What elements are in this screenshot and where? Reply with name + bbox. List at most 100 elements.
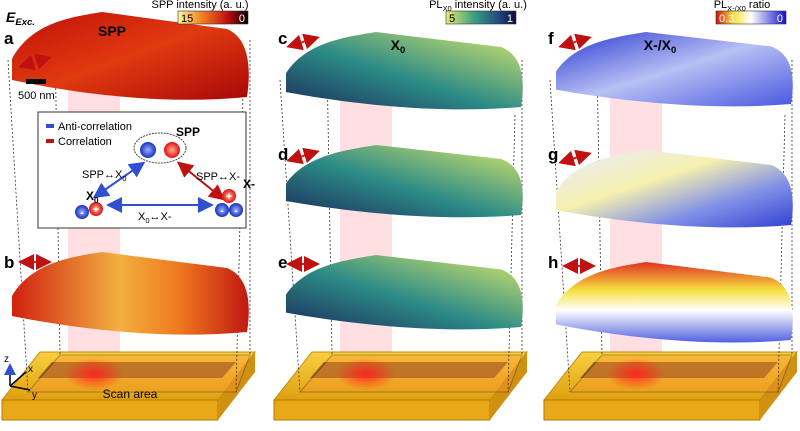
guide-line <box>279 79 301 393</box>
colorbar-right: 0 <box>239 13 245 25</box>
colorbar-left: 5 <box>449 13 455 25</box>
column-title: X-/X0 <box>644 37 677 56</box>
charge <box>222 189 236 203</box>
panel-label: g <box>548 145 558 164</box>
axis-label: y <box>32 390 37 401</box>
colorbar <box>177 10 249 25</box>
polarization-arrow <box>558 149 592 167</box>
glow <box>336 358 396 390</box>
polarization-arrow <box>558 33 592 51</box>
scale-bar <box>26 79 46 84</box>
x0-xm-label-sub: 0 <box>145 216 149 225</box>
charge-sign: - <box>80 207 84 219</box>
legend-swatch <box>46 139 54 143</box>
colorbar-label: PLX0 intensity (a. u.) <box>429 0 527 13</box>
charge-sign: - <box>234 205 238 217</box>
scan-area <box>568 354 793 393</box>
colorbar-label: SPP intensity (a. u.) <box>151 0 248 11</box>
guide-line <box>7 59 29 393</box>
charge <box>215 203 229 217</box>
column-title-main: SPP <box>98 23 126 39</box>
surface <box>286 32 523 110</box>
colorbar <box>715 10 787 25</box>
panel-label: c <box>278 29 287 48</box>
colorbar-label-main: PL <box>714 0 727 11</box>
xm-label-main: X- <box>243 177 255 191</box>
legend-label: Anti-correlation <box>58 121 132 133</box>
colorbar-label-rest: ratio <box>746 0 770 11</box>
charge-sign: + <box>226 191 232 203</box>
scan-area <box>298 354 523 393</box>
colorbar-right: 1 <box>507 13 513 25</box>
surface <box>556 262 793 343</box>
spp-charge <box>140 142 156 158</box>
charge <box>89 202 103 216</box>
x0-xm-label-rest: ↔X- <box>150 211 172 223</box>
x0-xm-label: X0↔X- <box>138 211 172 225</box>
colorbar-label-sub: X-/X0 <box>727 4 746 13</box>
substrate-front <box>1 399 219 421</box>
column-title-main: X <box>391 37 401 53</box>
x0-label-sub: 0 <box>94 196 99 205</box>
excitation-label-main: E <box>6 9 16 25</box>
glow <box>64 358 124 390</box>
surface <box>556 32 793 107</box>
substrate-side <box>218 352 255 420</box>
colorbar-label-sub: X0 <box>443 4 452 13</box>
polarization-arrow <box>18 53 52 71</box>
surface <box>12 12 249 100</box>
panel-label: f <box>548 29 554 48</box>
legend-label: Correlation <box>58 136 112 148</box>
axis-x <box>9 371 27 387</box>
glow <box>606 358 666 390</box>
column-title: SPP <box>98 23 126 39</box>
guide-line <box>507 114 516 393</box>
excitation-label: EExc. <box>6 9 35 28</box>
charge-sign: - <box>220 205 224 217</box>
spp-xm-label-main: SPP↔X- <box>196 171 240 183</box>
column-title-main: X-/X <box>644 37 672 53</box>
spp-x0-label-main: SPP↔X <box>82 169 123 181</box>
panel-label: a <box>4 29 14 48</box>
scan-area-label: Scan area <box>103 387 158 401</box>
column-title: X0 <box>391 37 406 56</box>
polarization-arrow <box>286 147 320 165</box>
spp-charge <box>164 142 180 158</box>
excitation-label-sub: Exc. <box>15 17 35 28</box>
guide-line <box>549 79 571 393</box>
colorbar <box>445 10 517 25</box>
panel-label: d <box>278 145 288 164</box>
substrate-front <box>543 399 761 421</box>
legend-swatch <box>46 124 54 128</box>
xm-label: X- <box>243 177 255 191</box>
colorbar-label: PLX-/X0 ratio <box>714 0 771 13</box>
x0-label-main: X <box>86 189 94 203</box>
column-title-sub: 0 <box>400 45 405 56</box>
charge-sign: + <box>93 204 99 216</box>
polarization-arrow <box>286 33 320 51</box>
spp-label: SPP <box>176 125 200 139</box>
surface <box>12 252 249 335</box>
charge <box>229 203 243 217</box>
panel-label: e <box>278 253 287 272</box>
substrate-side <box>490 352 527 420</box>
panel-label: h <box>548 253 558 272</box>
guide-line <box>777 114 786 393</box>
arrow-spp-xm <box>176 161 226 201</box>
colorbar-right: 0 <box>777 13 783 25</box>
layout <box>0 10 799 421</box>
spp-x0-label: SPP↔X0 <box>82 169 127 183</box>
x0-label: X0 <box>86 189 99 205</box>
substrate-side <box>760 352 797 420</box>
column-title-sub: 0 <box>671 45 676 56</box>
charge <box>75 205 89 219</box>
surface <box>286 255 523 330</box>
spp-x0-label-sub: 0 <box>122 174 126 183</box>
panel-label: b <box>4 253 14 272</box>
axis-label: x <box>28 364 33 375</box>
colorbar-left: 0.3 <box>719 13 734 25</box>
spp-xm-label: SPP↔X- <box>196 171 240 183</box>
x0-xm-label-main: X <box>138 211 146 223</box>
